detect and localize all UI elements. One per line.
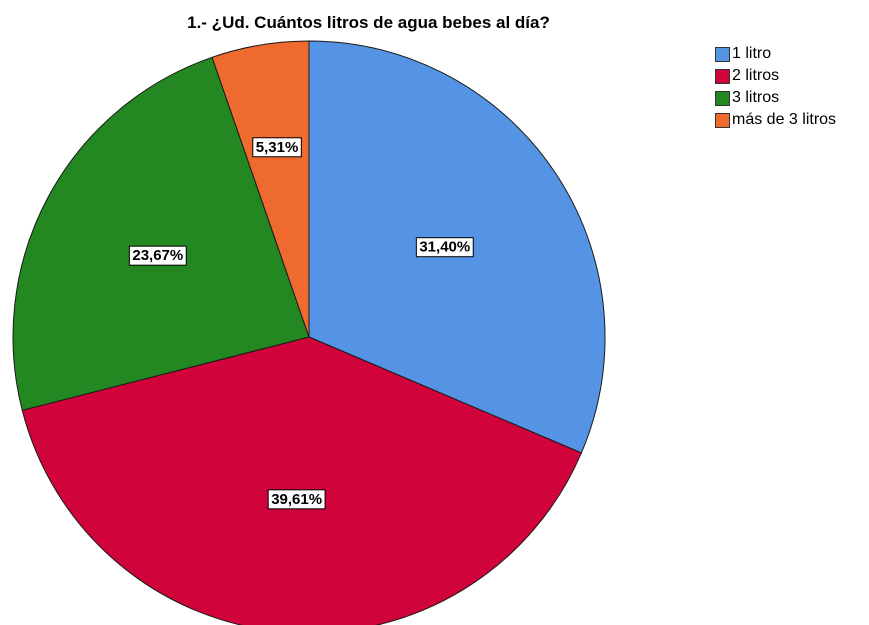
legend-swatch	[715, 112, 730, 128]
slice-label-box	[415, 237, 474, 258]
slice-label-box	[252, 137, 302, 158]
slice-label: 31,40%	[415, 237, 474, 258]
legend-label: 2 litros	[732, 67, 780, 84]
slice-label-text: 23,67%	[132, 247, 183, 264]
slice-label: 39,61%	[267, 489, 326, 510]
legend-swatch	[715, 68, 730, 84]
legend: 1 litro 2 litros 3 litros más de 3 litro…	[715, 43, 836, 131]
legend-label: más de 3 litros	[732, 111, 837, 128]
legend-item: más de 3 litros	[715, 109, 836, 131]
slice-label-box	[267, 489, 326, 510]
slice-label: 23,67%	[128, 245, 187, 266]
pie-slice	[21, 336, 583, 625]
legend-label: 1 litro	[732, 45, 772, 62]
pie-slice	[12, 56, 310, 411]
legend-item: 2 litros	[715, 65, 836, 87]
slice-label-box	[128, 245, 187, 266]
slice-label-text: 31,40%	[419, 239, 470, 256]
legend-swatch	[715, 46, 730, 62]
slice-label-text: 39,61%	[271, 491, 322, 508]
pie-slice	[211, 40, 310, 338]
legend-swatch	[715, 90, 730, 106]
slice-label: 5,31%	[252, 137, 302, 158]
legend-item: 3 litros	[715, 87, 836, 109]
chart-title: 1.- ¿Ud. Cuántos litros de agua bebes al…	[187, 13, 550, 32]
slice-label-text: 5,31%	[256, 139, 299, 156]
legend-label: 3 litros	[732, 89, 780, 106]
legend-item: 1 litro	[715, 43, 836, 65]
